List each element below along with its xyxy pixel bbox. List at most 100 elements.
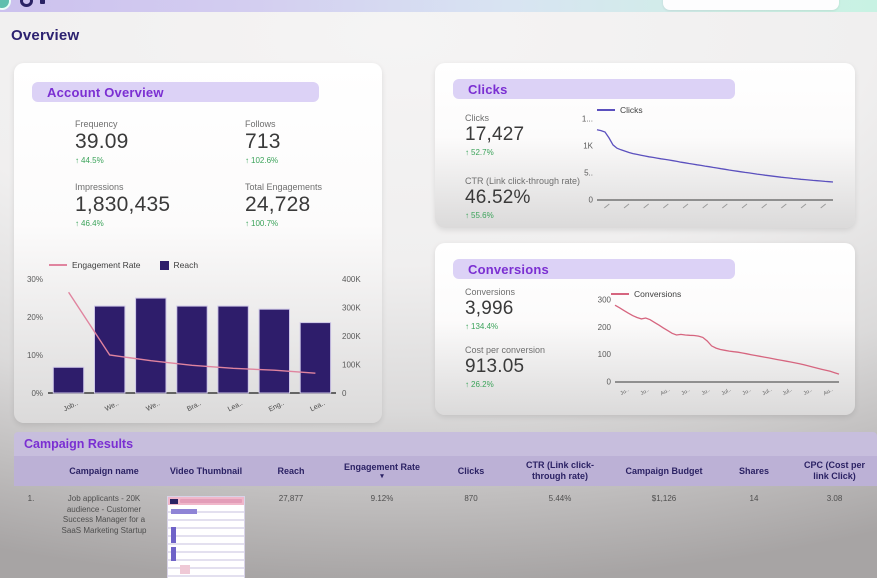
metric-follows: Follows 713 ↑ 102.6% [245, 119, 281, 165]
sort-desc-icon[interactable]: ▾ [380, 473, 384, 480]
svg-text:Bra..: Bra.. [186, 400, 202, 413]
up-arrow-icon: ↑ [465, 148, 469, 157]
up-arrow-icon: ↑ [465, 322, 469, 331]
engagement-rate-cell: 9.12% [370, 494, 394, 503]
reach-engagement-chart[interactable]: 0% 10% 20% 30% 0 100K 200K 300K 400K Job.. We.. We.… [18, 271, 374, 417]
up-arrow-icon: ↑ [75, 156, 79, 165]
metric-delta: ↑ 52.7% [465, 148, 524, 157]
thumbnail-block [171, 547, 176, 561]
svg-text:Jul..: Jul.. [782, 387, 794, 397]
svg-text:We..: We.. [145, 400, 161, 413]
svg-text:10%: 10% [27, 351, 43, 360]
budget-cell: $1,126 [651, 494, 677, 503]
svg-text:200: 200 [598, 323, 612, 332]
up-arrow-icon: ↑ [75, 219, 79, 228]
thumbnail-block [171, 509, 197, 514]
conversions-over-time-chart[interactable]: 0 100 200 300 Ju.. Ju.. Au.. Ju.. Ju.. Jul.. Ju.. J… [585, 288, 847, 408]
table-row[interactable]: 1. Job applicants - 20K audience - Custo… [14, 489, 877, 578]
card-title: Account Overview [47, 84, 164, 100]
metric-impressions: Impressions 1,830,435 ↑ 46.4% [75, 182, 170, 228]
metric-label: Cost per conversion [465, 345, 546, 355]
header-campaign-name[interactable]: Campaign name [69, 465, 139, 476]
metric-label: Total Engagements [245, 182, 323, 192]
delta-value: 26.2% [471, 380, 494, 389]
video-thumbnail[interactable] [167, 496, 245, 578]
svg-text:We..: We.. [104, 400, 120, 413]
metric-value: 3,996 [465, 298, 514, 319]
metric-total-engagements: Total Engagements 24,728 ↑ 100.7% [245, 182, 322, 228]
clicks-chart-legend: Clicks [597, 105, 643, 115]
metric-label: Conversions [465, 287, 516, 297]
svg-text:1...: 1... [582, 115, 593, 124]
thumbnail-banner [180, 499, 242, 503]
header-ctr[interactable]: CTR (Link click-through rate) [525, 460, 594, 481]
reach-bar-swatch-icon [159, 260, 169, 270]
metric-value: 46.52% [465, 187, 531, 208]
video-thumbnail-cell [160, 489, 252, 578]
metric-value: 913.05 [465, 356, 525, 377]
brand-logo-icon [20, 0, 66, 10]
campaign-name-cell: Job applicants - 20K audience - Customer… [61, 494, 147, 535]
campaign-results-table: Campaign Results Campaign name Video Thu… [14, 432, 877, 578]
delta-value: 52.7% [471, 148, 494, 157]
metric-delta: ↑ 46.4% [75, 219, 170, 228]
card-title: Clicks [468, 81, 508, 97]
header-campaign-budget[interactable]: Campaign Budget [625, 465, 703, 476]
header-clicks[interactable]: Clicks [457, 465, 485, 476]
header-engagement-rate[interactable]: Engagement Rate ▾ [343, 462, 421, 480]
reach-cell: 27,877 [278, 494, 304, 503]
svg-text:Jul..: Jul.. [721, 387, 733, 397]
svg-text:100: 100 [598, 350, 612, 359]
metric-frequency: Frequency 39.09 ↑ 44.5% [75, 119, 129, 165]
engagement-rate-line-swatch-icon [49, 264, 67, 266]
svg-text:20%: 20% [27, 313, 43, 322]
clicks-title-banner: Clicks [453, 79, 735, 99]
metric-clicks: Clicks 17,427 ↑ 52.7% [465, 113, 524, 157]
delta-value: 102.6% [251, 156, 279, 165]
svg-text:Jul..: Jul.. [761, 387, 773, 397]
metric-value: 24,728 [245, 193, 311, 216]
svg-text:0%: 0% [31, 389, 43, 398]
metric-cost-per-conversion: Cost per conversion 913.05 ↑ 26.2% [465, 345, 545, 389]
clicks-over-time-chart[interactable]: 0 5.. 1K 1... [571, 105, 843, 220]
svg-text:0: 0 [342, 389, 347, 398]
top-header-bar [0, 0, 877, 12]
metric-label: Follows [245, 119, 276, 129]
table-title-band: Campaign Results [14, 432, 877, 456]
metric-label: Frequency [75, 119, 118, 129]
logo-shape [20, 0, 33, 7]
svg-text:0: 0 [589, 196, 594, 205]
shares-cell: 14 [749, 494, 759, 503]
metric-delta: ↑ 44.5% [75, 156, 129, 165]
legend-label: Clicks [620, 105, 643, 115]
metric-delta: ↑ 100.7% [245, 219, 322, 228]
header-reach[interactable]: Reach [277, 465, 305, 476]
header-cpc[interactable]: CPC (Cost per link Click) [803, 460, 865, 481]
svg-text:Ju..: Ju.. [742, 387, 753, 397]
table-header-row: Campaign name Video Thumbnail Reach Enga… [14, 456, 877, 486]
avatar-icon[interactable] [0, 0, 11, 10]
delta-value: 44.5% [81, 156, 104, 165]
cpc-cell: 3.08 [826, 494, 843, 503]
date-range-control[interactable] [663, 0, 839, 10]
svg-text:Lea..: Lea.. [309, 400, 326, 413]
metric-conversions: Conversions 3,996 ↑ 134.4% [465, 287, 515, 331]
svg-text:Ju..: Ju.. [640, 387, 651, 397]
reach-engagement-legend: Engagement Rate Reach [49, 260, 198, 270]
up-arrow-icon: ↑ [245, 156, 249, 165]
delta-value: 134.4% [471, 322, 499, 331]
clicks-card: Clicks Clicks 17,427 ↑ 52.7% CTR (Link cl… [435, 63, 855, 228]
header-video-thumbnail[interactable]: Video Thumbnail [169, 465, 243, 476]
svg-text:1K: 1K [583, 142, 593, 151]
legend-label: Reach [173, 260, 199, 270]
header-shares[interactable]: Shares [738, 465, 770, 476]
legend-label: Conversions [634, 289, 682, 299]
ctr-cell: 5.44% [548, 494, 572, 503]
svg-text:Job..: Job.. [63, 400, 80, 413]
header-index [14, 456, 48, 486]
metric-value: 1,830,435 [75, 193, 171, 216]
logo-dot [40, 0, 45, 4]
delta-value: 100.7% [251, 219, 279, 228]
clicks-cell: 870 [464, 494, 478, 503]
